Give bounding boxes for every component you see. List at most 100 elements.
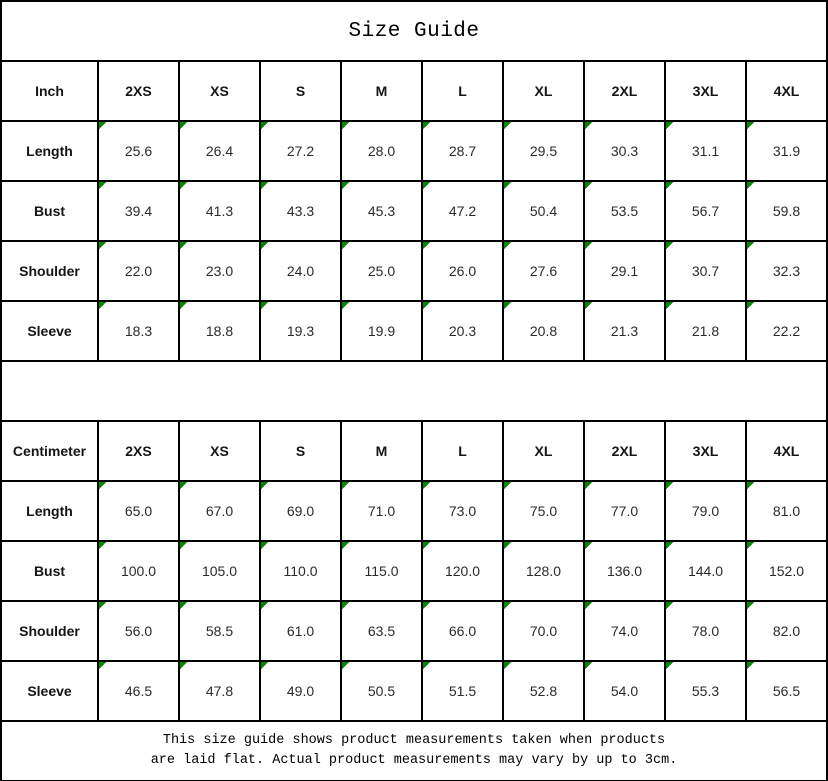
stored-as-text-indicator-icon — [505, 663, 511, 669]
stored-as-text-indicator-icon — [181, 663, 187, 669]
measurement-value-cell: 56.0 — [97, 600, 180, 662]
stored-as-text-indicator-icon — [343, 123, 349, 129]
stored-as-text-indicator-icon — [262, 543, 268, 549]
stored-as-text-indicator-icon — [748, 243, 754, 249]
size-header-cell: XL — [502, 60, 585, 122]
measurement-value-cell: 47.2 — [421, 180, 504, 242]
stored-as-text-indicator-icon — [100, 123, 106, 129]
stored-as-text-indicator-icon — [181, 183, 187, 189]
stored-as-text-indicator-icon — [181, 123, 187, 129]
stored-as-text-indicator-icon — [667, 243, 673, 249]
stored-as-text-indicator-icon — [343, 303, 349, 309]
stored-as-text-indicator-icon — [100, 183, 106, 189]
measurement-value-cell: 29.5 — [502, 120, 585, 182]
stored-as-text-indicator-icon — [262, 303, 268, 309]
measurement-value-cell: 51.5 — [421, 660, 504, 722]
measurement-value-cell: 105.0 — [178, 540, 261, 602]
measurement-row: Shoulder 56.0 58.5 61.0 63.5 66.0 70.0 74.0 78.0… — [0, 600, 828, 662]
size-header-cell: 2XL — [583, 420, 666, 482]
measurement-value-cell: 28.0 — [340, 120, 423, 182]
measurement-value-cell: 24.0 — [259, 240, 342, 302]
measurement-value-cell: 70.0 — [502, 600, 585, 662]
stored-as-text-indicator-icon — [424, 663, 430, 669]
row-label-cell: Length — [0, 120, 99, 182]
measurement-value-cell: 49.0 — [259, 660, 342, 722]
measurement-value-cell: 82.0 — [745, 600, 828, 662]
stored-as-text-indicator-icon — [181, 243, 187, 249]
stored-as-text-indicator-icon — [586, 603, 592, 609]
size-header-cell: S — [259, 420, 342, 482]
measurement-row: Bust 39.4 41.3 43.3 45.3 47.2 50.4 53.5 56.7 59.8 — [0, 180, 828, 242]
row-label-cell: Bust — [0, 180, 99, 242]
footer-note: This size guide shows product measuremen… — [0, 720, 828, 781]
size-header-cell: 4XL — [745, 420, 828, 482]
size-header-cell: M — [340, 420, 423, 482]
footer-note-line-1: This size guide shows product measuremen… — [162, 733, 666, 749]
measurement-value-cell: 59.8 — [745, 180, 828, 242]
measurement-value-cell: 75.0 — [502, 480, 585, 542]
size-header-row: Centimeter 2XS XS S M L XL 2XL 3XL 4XL — [0, 420, 828, 482]
measurement-value-cell: 22.0 — [97, 240, 180, 302]
centimeter-table-section: Centimeter 2XS XS S M L XL 2XL 3XL 4XL Length 65.0 6… — [0, 420, 828, 722]
size-header-cell: 3XL — [664, 60, 747, 122]
stored-as-text-indicator-icon — [586, 663, 592, 669]
stored-as-text-indicator-icon — [424, 183, 430, 189]
size-header-cell: XL — [502, 420, 585, 482]
size-header-cell: 3XL — [664, 420, 747, 482]
stored-as-text-indicator-icon — [748, 483, 754, 489]
stored-as-text-indicator-icon — [343, 543, 349, 549]
stored-as-text-indicator-icon — [262, 183, 268, 189]
stored-as-text-indicator-icon — [100, 543, 106, 549]
measurement-row: Sleeve 18.3 18.8 19.3 19.9 20.3 20.8 21.3 21.8 22… — [0, 300, 828, 362]
measurement-row: Length 65.0 67.0 69.0 71.0 73.0 75.0 77.0 79.0 81… — [0, 480, 828, 542]
stored-as-text-indicator-icon — [424, 123, 430, 129]
size-header-cell: XS — [178, 60, 261, 122]
stored-as-text-indicator-icon — [667, 543, 673, 549]
measurement-value-cell: 50.5 — [340, 660, 423, 722]
stored-as-text-indicator-icon — [505, 243, 511, 249]
size-header-cell: 2XS — [97, 60, 180, 122]
measurement-value-cell: 73.0 — [421, 480, 504, 542]
stored-as-text-indicator-icon — [262, 123, 268, 129]
measurement-value-cell: 25.0 — [340, 240, 423, 302]
measurement-row: Bust 100.0 105.0 110.0 115.0 120.0 128.0 136.0 1… — [0, 540, 828, 602]
measurement-value-cell: 41.3 — [178, 180, 261, 242]
measurement-value-cell: 100.0 — [97, 540, 180, 602]
stored-as-text-indicator-icon — [586, 123, 592, 129]
measurement-value-cell: 22.2 — [745, 300, 828, 362]
stored-as-text-indicator-icon — [181, 603, 187, 609]
measurement-value-cell: 110.0 — [259, 540, 342, 602]
measurement-value-cell: 30.3 — [583, 120, 666, 182]
measurement-value-cell: 78.0 — [664, 600, 747, 662]
stored-as-text-indicator-icon — [424, 483, 430, 489]
stored-as-text-indicator-icon — [424, 543, 430, 549]
measurement-value-cell: 79.0 — [664, 480, 747, 542]
stored-as-text-indicator-icon — [667, 123, 673, 129]
measurement-value-cell: 74.0 — [583, 600, 666, 662]
measurement-value-cell: 43.3 — [259, 180, 342, 242]
stored-as-text-indicator-icon — [100, 663, 106, 669]
measurement-value-cell: 30.7 — [664, 240, 747, 302]
stored-as-text-indicator-icon — [100, 483, 106, 489]
row-label-cell: Bust — [0, 540, 99, 602]
stored-as-text-indicator-icon — [586, 243, 592, 249]
measurement-value-cell: 63.5 — [340, 600, 423, 662]
stored-as-text-indicator-icon — [586, 183, 592, 189]
stored-as-text-indicator-icon — [667, 663, 673, 669]
row-label-cell: Sleeve — [0, 300, 99, 362]
measurement-value-cell: 53.5 — [583, 180, 666, 242]
stored-as-text-indicator-icon — [181, 303, 187, 309]
size-header-cell: 2XS — [97, 420, 180, 482]
measurement-value-cell: 152.0 — [745, 540, 828, 602]
measurement-value-cell: 52.8 — [502, 660, 585, 722]
stored-as-text-indicator-icon — [505, 483, 511, 489]
measurement-value-cell: 65.0 — [97, 480, 180, 542]
measurement-value-cell: 26.4 — [178, 120, 261, 182]
measurement-value-cell: 128.0 — [502, 540, 585, 602]
measurement-value-cell: 47.8 — [178, 660, 261, 722]
measurement-value-cell: 19.9 — [340, 300, 423, 362]
measurement-value-cell: 25.6 — [97, 120, 180, 182]
footer-note-line-2: are laid flat. Actual product measuremen… — [150, 753, 678, 768]
inch-table-section: Inch 2XS XS S M L XL 2XL 3XL 4XL Length 25.6 26.4 27.… — [0, 60, 828, 362]
size-header-cell: L — [421, 420, 504, 482]
